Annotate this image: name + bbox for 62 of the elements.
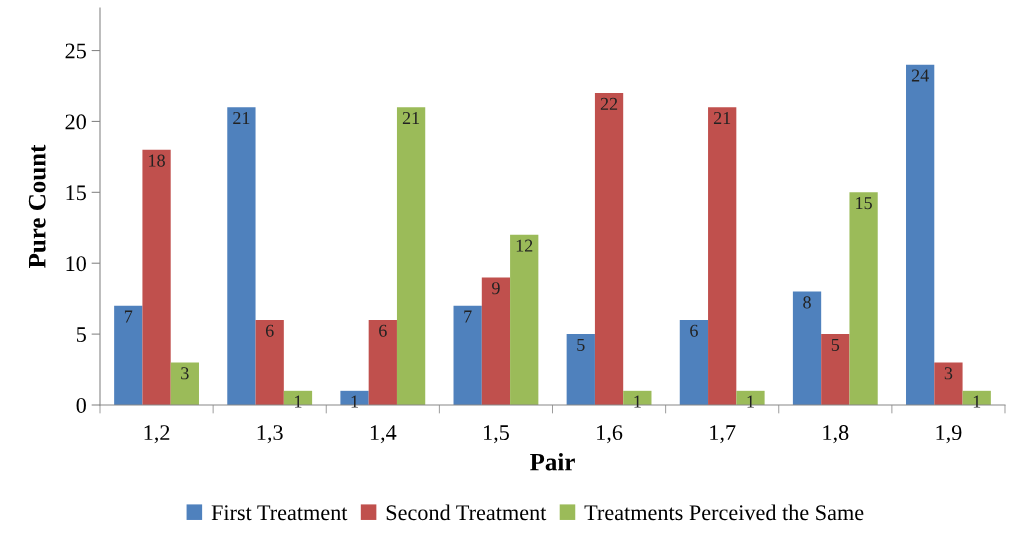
y-axis-title: Pure Count [28,144,46,269]
bar [792,291,822,405]
data-label: 5 [577,338,585,351]
data-label: 6 [265,324,274,337]
x-axis-title: Pair [530,452,575,471]
bar [142,149,171,405]
x-tick-label: 1,9 [936,425,962,444]
y-tick-label: 15 [66,185,86,201]
legend-label: Treatments Perceived the Same [584,504,864,521]
bar [396,107,426,405]
y-tick-label: 20 [65,114,86,130]
data-label: 24 [911,69,929,82]
data-label: 22 [600,97,618,110]
data-label: 21 [402,111,420,124]
bar [821,334,850,405]
data-label: 21 [713,111,731,124]
x-tick-label: 1,7 [710,425,736,444]
y-tick-label: 5 [76,327,86,343]
x-tick-label: 1,5 [484,425,509,444]
data-label: 6 [690,324,698,337]
data-label: 15 [856,197,872,210]
bar [227,107,256,405]
bar [255,319,284,405]
data-label: 1 [295,395,302,408]
bar [481,277,511,405]
bar [934,362,963,405]
bar [906,64,935,405]
x-tick-label: 1,6 [597,425,623,444]
data-label: 7 [124,310,133,323]
bar [453,305,482,405]
x-tick-label: 1,2 [144,425,170,444]
x-tick-label: 1,8 [823,425,849,444]
legend-label: Second Treatment [386,504,547,521]
data-label: 5 [831,338,840,351]
y-tick-label: 10 [66,256,86,272]
legend-label: First Treatment [211,505,348,521]
data-label: 8 [803,296,811,309]
data-label: 1 [973,395,981,408]
data-label: 1 [634,395,641,408]
data-label: 3 [944,367,953,380]
bar [566,334,595,405]
bar [510,234,539,405]
bar [114,305,143,405]
y-tick-label: 0 [76,397,86,413]
bar [849,192,878,405]
data-label: 18 [149,154,165,167]
y-tick-label: 25 [65,43,86,59]
data-label: 7 [464,310,472,323]
bar [708,107,737,405]
bar [170,362,199,405]
data-label: 6 [379,324,387,337]
data-label: 1 [351,395,358,408]
bar [368,319,397,405]
x-tick-label: 1,3 [257,425,283,444]
x-tick-label: 1,4 [370,425,397,444]
bar [594,93,624,405]
data-label: 1 [747,395,754,408]
data-label: 12 [516,239,533,252]
data-label: 21 [233,111,250,124]
data-label: 3 [181,367,189,380]
data-label: 9 [492,282,500,295]
bar [679,319,709,405]
